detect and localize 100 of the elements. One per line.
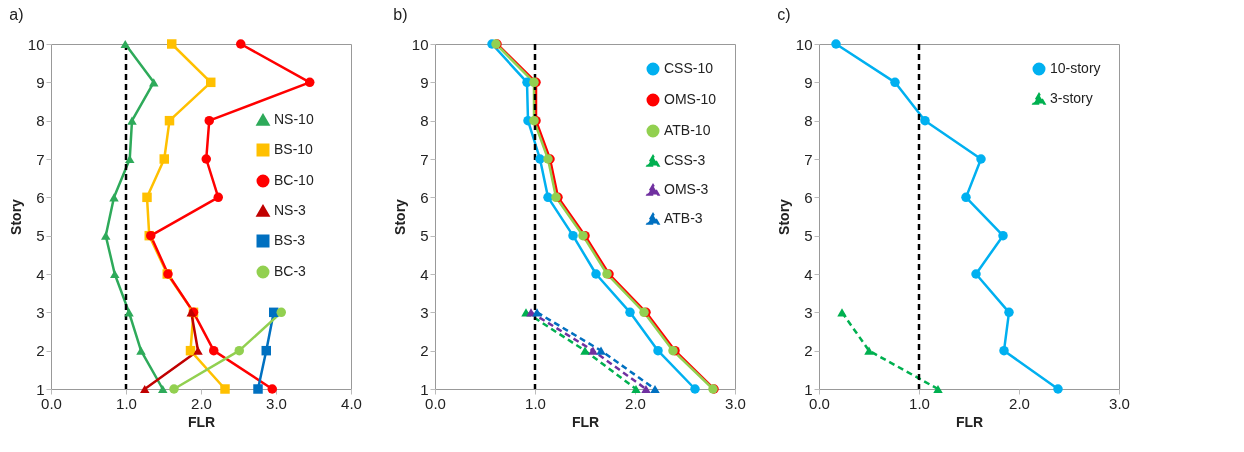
point bbox=[213, 192, 223, 203]
y-tick-label: 7 bbox=[420, 150, 429, 168]
legend-label: NS-10 bbox=[274, 111, 314, 127]
point bbox=[159, 154, 169, 164]
point bbox=[831, 39, 841, 49]
y-axis-title: Story bbox=[7, 198, 24, 235]
x-tick-label: 1.0 bbox=[116, 394, 137, 412]
point bbox=[999, 345, 1009, 356]
x-tick-label: 1.0 bbox=[525, 394, 546, 412]
y-tick-label: 4 bbox=[804, 265, 813, 283]
point bbox=[631, 384, 641, 394]
y-tick-label: 10 bbox=[795, 35, 813, 53]
y-tick-label: 8 bbox=[420, 112, 429, 130]
point bbox=[101, 231, 111, 240]
x-tick-label: 2.0 bbox=[191, 394, 212, 412]
point bbox=[1004, 307, 1014, 318]
y-tick-label: 7 bbox=[804, 150, 813, 168]
point bbox=[976, 154, 986, 164]
legend-label: BC-3 bbox=[274, 263, 307, 279]
y-axis-title: Story bbox=[391, 198, 408, 235]
point bbox=[110, 269, 120, 279]
x-tick-label: 3.0 bbox=[266, 394, 287, 412]
point bbox=[120, 39, 130, 49]
point bbox=[164, 115, 175, 126]
y-tick-label: 3 bbox=[420, 303, 429, 321]
point bbox=[890, 77, 900, 88]
x-tick-label: 2.0 bbox=[1009, 394, 1030, 412]
point bbox=[220, 384, 230, 394]
y-tick-label: 4 bbox=[420, 265, 429, 283]
x-axis-title: FLR bbox=[571, 413, 600, 430]
x-axis-title: FLR bbox=[955, 413, 984, 430]
point bbox=[204, 115, 214, 126]
y-axis-title: Story bbox=[775, 198, 792, 235]
chart-title: c) bbox=[777, 6, 791, 23]
point bbox=[201, 154, 211, 164]
y-tick-label: 6 bbox=[36, 188, 45, 206]
point bbox=[580, 346, 590, 355]
point bbox=[276, 307, 286, 318]
point bbox=[193, 346, 203, 355]
x-tick-label: 3.0 bbox=[725, 394, 746, 412]
point bbox=[1053, 384, 1063, 394]
point bbox=[641, 384, 651, 394]
point bbox=[933, 384, 943, 394]
point bbox=[588, 346, 598, 355]
legend-label: BC-10 bbox=[274, 172, 314, 188]
y-tick-label: 3 bbox=[36, 303, 45, 321]
point bbox=[140, 384, 150, 394]
point bbox=[971, 269, 981, 279]
x-tick-label: 4.0 bbox=[341, 394, 362, 412]
point bbox=[591, 269, 601, 279]
point bbox=[596, 346, 606, 355]
point bbox=[267, 384, 277, 394]
chart-title: a) bbox=[9, 6, 24, 23]
point bbox=[127, 116, 137, 125]
y-tick-label: 2 bbox=[420, 342, 429, 360]
y-tick-label: 10 bbox=[27, 35, 45, 53]
point bbox=[236, 39, 246, 49]
point bbox=[234, 345, 244, 356]
y-tick-label: 9 bbox=[36, 73, 45, 91]
y-tick-label: 8 bbox=[804, 112, 813, 130]
x-tick-label: 3.0 bbox=[1109, 394, 1130, 412]
point bbox=[998, 230, 1008, 241]
y-tick-label: 4 bbox=[36, 265, 45, 283]
point bbox=[206, 77, 216, 88]
point bbox=[650, 384, 660, 394]
point bbox=[253, 384, 263, 394]
point bbox=[158, 384, 168, 394]
point bbox=[864, 346, 874, 355]
legend-label: CSS-3 bbox=[664, 152, 706, 168]
point bbox=[653, 345, 663, 356]
legend-label: BS-3 bbox=[274, 232, 306, 248]
point bbox=[142, 192, 152, 203]
point bbox=[625, 307, 635, 318]
chart-title: b) bbox=[393, 6, 408, 23]
x-tick-label: 1.0 bbox=[909, 394, 930, 412]
point bbox=[920, 115, 930, 126]
point bbox=[543, 192, 553, 203]
legend-label: CSS-10 bbox=[664, 60, 714, 76]
x-tick-label: 2.0 bbox=[625, 394, 646, 412]
y-tick-label: 8 bbox=[36, 112, 45, 130]
point bbox=[136, 346, 146, 355]
legend-label: BS-10 bbox=[274, 141, 314, 157]
y-tick-label: 2 bbox=[36, 342, 45, 360]
y-tick-label: 6 bbox=[420, 188, 429, 206]
legend-label: ATB-3 bbox=[664, 210, 703, 226]
point bbox=[961, 192, 971, 203]
y-tick-label: 2 bbox=[804, 342, 813, 360]
y-tick-label: 9 bbox=[804, 73, 813, 91]
y-tick-label: 5 bbox=[36, 227, 45, 245]
y-tick-label: 3 bbox=[804, 303, 813, 321]
point bbox=[167, 39, 177, 49]
y-tick-label: 5 bbox=[804, 227, 813, 245]
y-tick-label: 9 bbox=[420, 73, 429, 91]
point bbox=[690, 384, 700, 394]
y-tick-label: 7 bbox=[36, 150, 45, 168]
legend-label: OMS-10 bbox=[664, 91, 717, 107]
point bbox=[535, 154, 545, 164]
y-tick-label: 6 bbox=[804, 188, 813, 206]
legend-label: ATB-10 bbox=[664, 122, 711, 138]
point bbox=[568, 230, 578, 241]
